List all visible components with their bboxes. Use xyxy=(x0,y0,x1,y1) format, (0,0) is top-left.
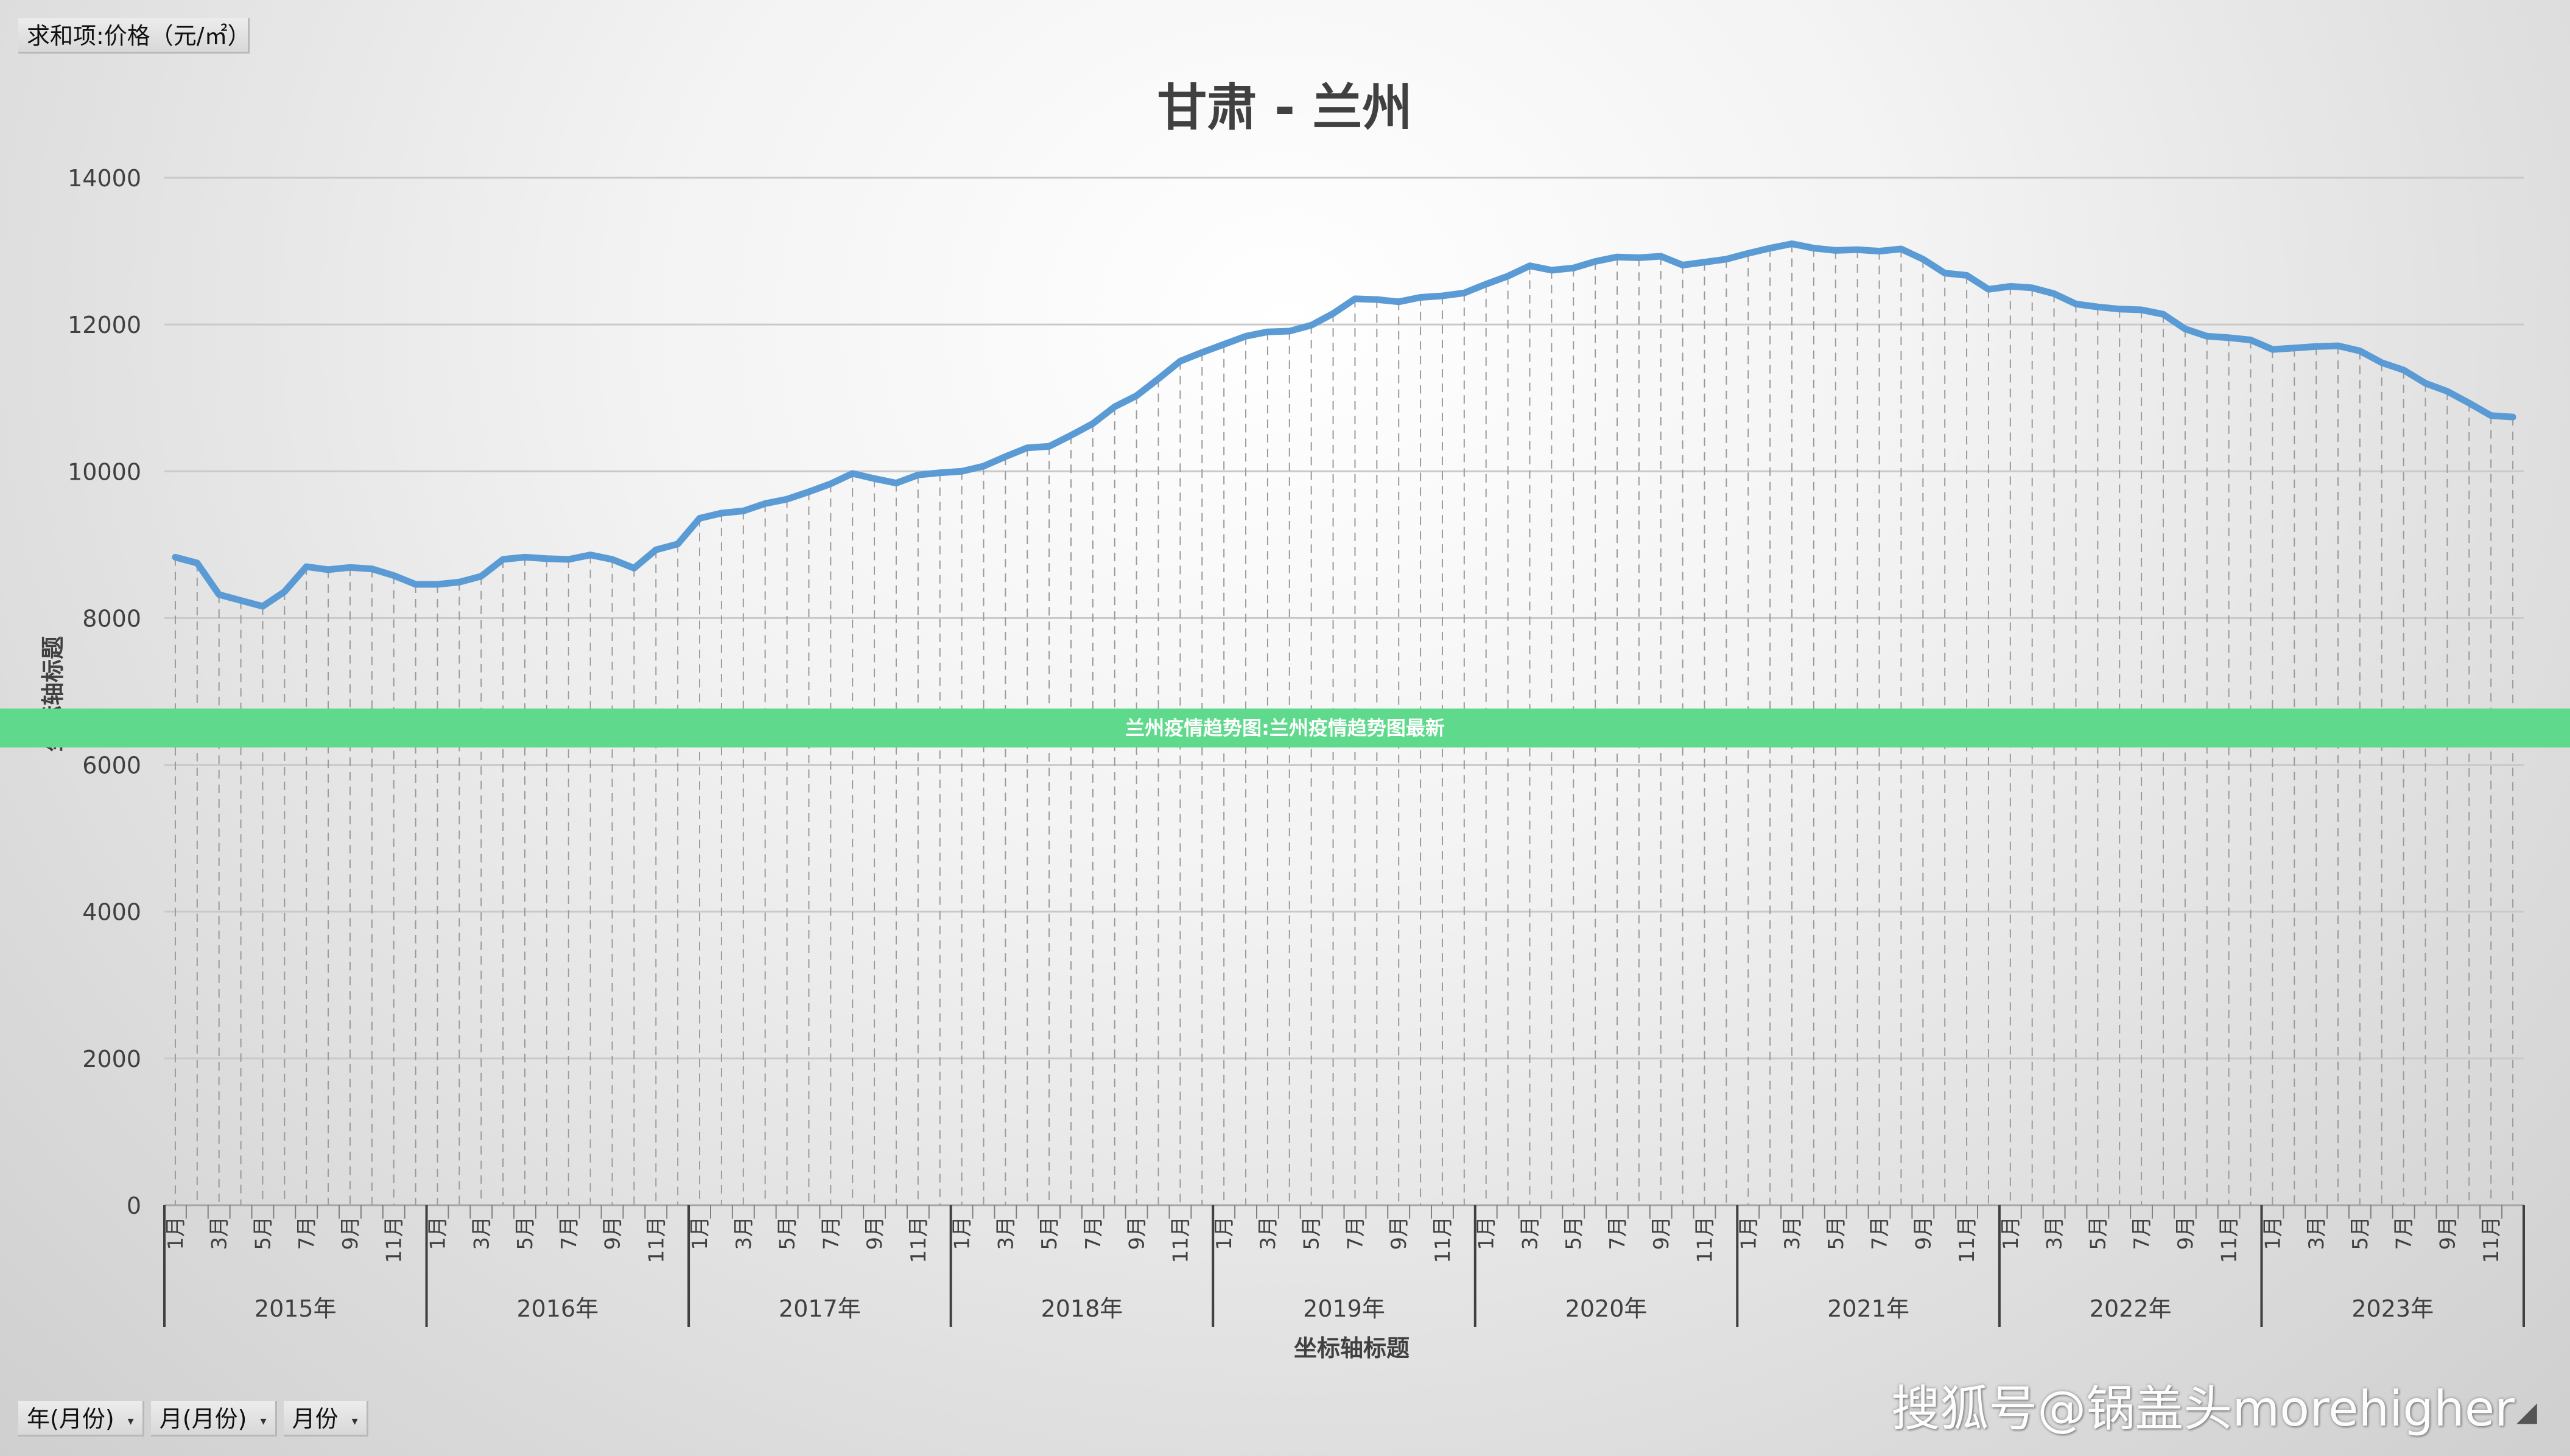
month-tick-label: 11月 xyxy=(1955,1216,1979,1263)
month-tick-label: 3月 xyxy=(1256,1216,1280,1250)
pivot-field-year-button[interactable]: 年(月份) ▾ xyxy=(18,1401,144,1437)
month-tick-label: 3月 xyxy=(2305,1216,2329,1250)
month-tick-label: 7月 xyxy=(295,1216,319,1250)
month-tick-label: 1月 xyxy=(950,1216,975,1250)
month-tick-label: 3月 xyxy=(208,1216,232,1250)
pivot-field-monthname-button[interactable]: 月份 ▾ xyxy=(283,1401,368,1437)
month-tick-label: 1月 xyxy=(1736,1216,1761,1250)
month-tick-label: 1月 xyxy=(1212,1216,1237,1250)
y-tick-label: 4000 xyxy=(82,899,141,926)
y-tick-label: 6000 xyxy=(82,752,141,779)
year-tick-label: 2022年 xyxy=(2090,1295,2172,1322)
month-tick-label: 9月 xyxy=(339,1216,363,1250)
y-tick-label: 8000 xyxy=(82,605,141,632)
y-tick-label: 14000 xyxy=(68,165,141,192)
price-series-line xyxy=(172,240,2516,610)
year-tick-label: 2019年 xyxy=(1303,1295,1385,1322)
y-tick-label: 0 xyxy=(127,1192,141,1219)
month-tick-label: 1月 xyxy=(2261,1216,2285,1250)
month-tick-label: 11月 xyxy=(644,1216,669,1263)
pivot-field-monthname-label: 月份 xyxy=(292,1405,339,1432)
month-tick-label: 3月 xyxy=(732,1216,756,1250)
year-tick-label: 2020年 xyxy=(1565,1295,1648,1322)
month-tick-label: 7月 xyxy=(819,1216,843,1250)
month-tick-label: 5月 xyxy=(2086,1216,2110,1250)
month-tick-label: 5月 xyxy=(2348,1216,2373,1250)
year-tick-label: 2021年 xyxy=(1827,1295,1909,1322)
horizontal-gridlines xyxy=(164,177,2524,1206)
month-tick-label: 5月 xyxy=(251,1216,275,1250)
month-tick-label: 11月 xyxy=(1431,1216,1455,1263)
month-tick-label: 11月 xyxy=(1168,1216,1193,1263)
month-tick-label: 7月 xyxy=(1343,1216,1368,1250)
month-tick-label: 5月 xyxy=(1300,1216,1324,1250)
dropdown-arrow-icon: ▾ xyxy=(260,1413,267,1428)
vertical-gridlines xyxy=(174,243,2514,1205)
year-tick-label: 2016年 xyxy=(516,1295,599,1322)
month-tick-label: 7月 xyxy=(2130,1216,2154,1250)
pivot-value-field-label: 求和项:价格（元/㎡） xyxy=(27,23,251,49)
year-tick-label: 2017年 xyxy=(779,1295,861,1322)
x-axis-title: 坐标轴标题 xyxy=(1294,1335,1410,1362)
month-tick-label: 3月 xyxy=(2043,1216,2067,1250)
month-tick-label: 7月 xyxy=(1081,1216,1106,1250)
month-tick-label: 5月 xyxy=(1824,1216,1849,1250)
month-tick-label: 3月 xyxy=(469,1216,494,1250)
source-watermark: 搜狐号@锅盖头morehigher xyxy=(1891,1381,2515,1437)
month-tick-label: 1月 xyxy=(164,1216,188,1250)
month-tick-label: 1月 xyxy=(1475,1216,1499,1250)
y-axis-tick-labels: 0 2000 4000 6000 8000 10000 12000 14000 xyxy=(68,165,141,1219)
pivot-field-month-label: 月(月份) xyxy=(159,1405,247,1432)
pivot-field-year-label: 年(月份) xyxy=(27,1405,114,1432)
month-tick-label: 1月 xyxy=(688,1216,712,1250)
year-tick-label: 2023年 xyxy=(2351,1295,2434,1322)
month-tick-label: 3月 xyxy=(1518,1216,1542,1250)
chart-title: 甘肃 - 兰州 xyxy=(1157,79,1412,137)
month-tick-label: 9月 xyxy=(601,1216,625,1250)
month-tick-label: 7月 xyxy=(2392,1216,2417,1250)
y-tick-label: 10000 xyxy=(68,458,141,485)
year-tick-label: 2015年 xyxy=(255,1295,337,1322)
month-tick-label: 11月 xyxy=(2479,1216,2504,1263)
month-tick-label: 11月 xyxy=(382,1216,407,1263)
month-tick-label: 3月 xyxy=(1780,1216,1805,1250)
resize-grip-icon: ◢ xyxy=(2516,1396,2537,1427)
month-tick-label: 3月 xyxy=(994,1216,1018,1250)
month-tick-label: 5月 xyxy=(776,1216,800,1250)
y-tick-label: 2000 xyxy=(82,1046,141,1073)
month-tick-label: 9月 xyxy=(2435,1216,2460,1250)
article-title-banner: 兰州疫情趋势图:兰州疫情趋势图最新 xyxy=(0,709,2570,747)
month-tick-label: 11月 xyxy=(2217,1216,2242,1263)
pivot-row-fields: 年(月份) ▾ 月(月份) ▾ 月份 ▾ xyxy=(18,1401,372,1437)
pivot-value-field-button[interactable]: 求和项:价格（元/㎡） xyxy=(18,18,251,54)
month-tick-label: 1月 xyxy=(426,1216,450,1250)
month-tick-label: 11月 xyxy=(907,1216,931,1263)
dropdown-arrow-icon: ▾ xyxy=(351,1413,358,1428)
pivot-field-month-button[interactable]: 月(月份) ▾ xyxy=(150,1401,277,1437)
month-tick-label: 9月 xyxy=(1387,1216,1411,1250)
year-tick-label: 2018年 xyxy=(1041,1295,1123,1322)
month-tick-label: 9月 xyxy=(2174,1216,2198,1250)
month-tick-label: 7月 xyxy=(1868,1216,1892,1250)
month-tick-label: 9月 xyxy=(1649,1216,1674,1250)
month-tick-label: 7月 xyxy=(557,1216,581,1250)
month-tick-label: 9月 xyxy=(1125,1216,1150,1250)
month-tick-label: 9月 xyxy=(863,1216,887,1250)
month-tick-label: 5月 xyxy=(513,1216,538,1250)
dropdown-arrow-icon: ▾ xyxy=(127,1413,134,1428)
month-tick-label: 7月 xyxy=(1606,1216,1630,1250)
month-tick-label: 5月 xyxy=(1562,1216,1586,1250)
month-tick-label: 9月 xyxy=(1911,1216,1936,1250)
x-axis: 1月 3月 5月 7月 9月 11月 2015年 1月 3月 5月 7月 9月 11月 2016年 1月 3月… xyxy=(163,1205,2525,1327)
month-tick-label: 1月 xyxy=(1999,1216,2023,1250)
month-tick-label: 5月 xyxy=(1037,1216,1062,1250)
y-tick-label: 12000 xyxy=(68,312,141,338)
month-tick-label: 11月 xyxy=(1693,1216,1718,1263)
